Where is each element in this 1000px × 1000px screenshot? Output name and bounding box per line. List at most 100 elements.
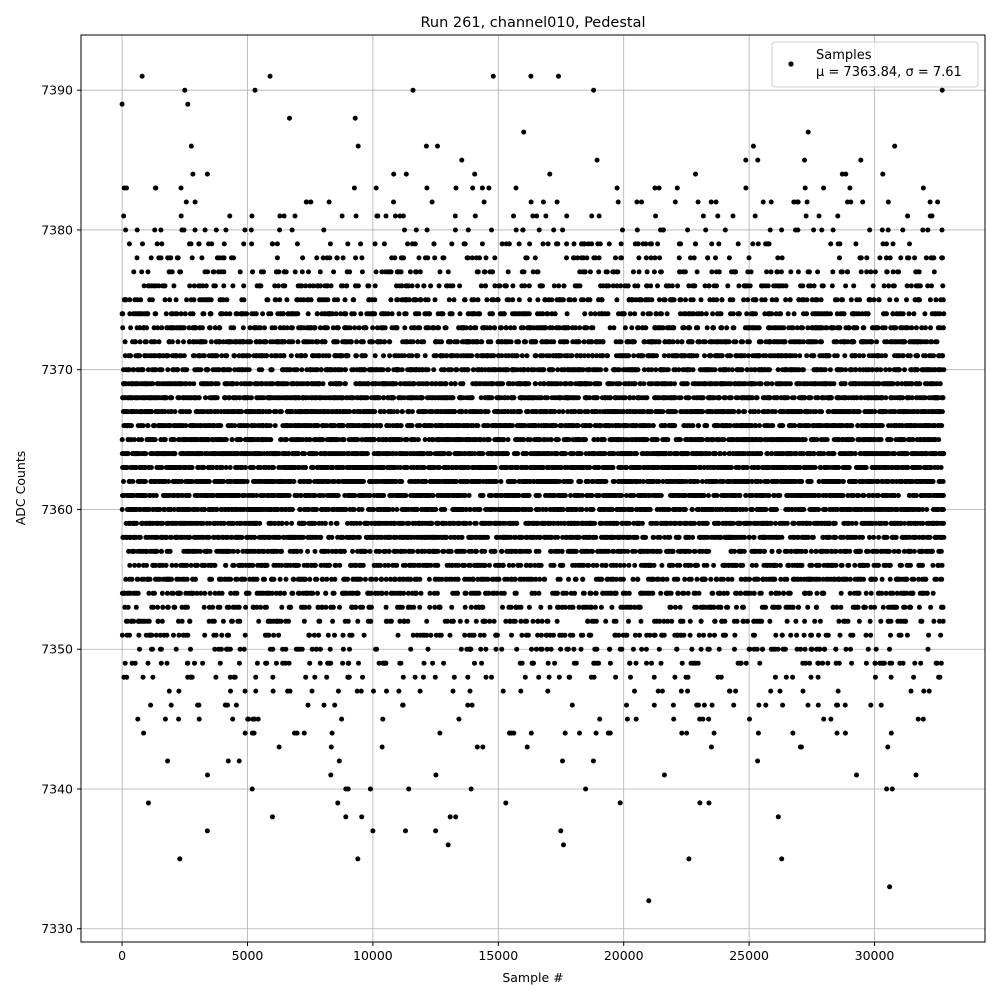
data-point [362, 353, 368, 359]
data-point [141, 283, 147, 289]
data-point [339, 213, 345, 219]
data-point [258, 283, 264, 289]
data-point [332, 702, 338, 708]
data-point [301, 534, 306, 540]
data-point [233, 702, 239, 708]
data-point [451, 297, 457, 303]
data-point [201, 604, 207, 610]
data-point [151, 325, 157, 331]
data-point [438, 632, 444, 638]
data-point [340, 646, 346, 652]
data-point [430, 493, 436, 498]
data-point [261, 269, 266, 275]
data-point [198, 367, 204, 373]
data-point [125, 451, 131, 457]
data-point [364, 451, 370, 457]
data-point [206, 534, 212, 540]
data-point [372, 241, 378, 247]
data-point [231, 255, 236, 261]
data-point [146, 618, 152, 624]
data-point [381, 493, 387, 498]
data-point [307, 660, 313, 666]
data-point [169, 409, 174, 415]
data-point [356, 534, 362, 540]
data-point [403, 311, 409, 317]
data-point [322, 339, 328, 345]
data-point [152, 590, 157, 596]
data-point [331, 269, 337, 275]
data-point [289, 520, 295, 526]
data-point [203, 395, 208, 401]
data-point [122, 660, 128, 666]
data-point [391, 171, 397, 177]
data-point [442, 507, 448, 512]
data-point [259, 367, 265, 373]
data-point [169, 339, 175, 345]
data-point [126, 367, 132, 373]
data-point [272, 325, 278, 331]
data-point [145, 367, 151, 373]
data-point [155, 325, 161, 331]
data-point [264, 660, 270, 666]
data-point [332, 576, 338, 582]
data-point [173, 297, 179, 303]
data-point [284, 520, 290, 526]
data-point [120, 325, 126, 331]
data-point [312, 325, 318, 331]
data-point [204, 171, 210, 177]
data-point [372, 297, 378, 303]
data-point [449, 604, 455, 610]
data-point [274, 255, 280, 261]
data-point [139, 437, 145, 443]
data-point [400, 213, 406, 219]
data-point [351, 185, 357, 191]
data-point [321, 702, 327, 708]
data-point [274, 241, 280, 247]
data-point [153, 185, 159, 191]
data-point [432, 297, 438, 303]
data-point [193, 576, 198, 582]
data-point [452, 213, 458, 219]
data-point [335, 325, 341, 331]
data-point [127, 632, 132, 638]
data-point [145, 269, 151, 275]
data-point [366, 283, 372, 289]
data-point [232, 674, 238, 680]
data-point [380, 716, 386, 722]
data-point [143, 493, 149, 498]
data-point [360, 674, 365, 680]
data-point [370, 339, 376, 345]
data-point [315, 423, 321, 429]
data-point [411, 604, 417, 610]
data-point [323, 590, 329, 596]
data-point [454, 367, 460, 373]
data-point [427, 311, 433, 317]
data-point [172, 604, 178, 610]
data-point [269, 814, 275, 820]
data-point [409, 409, 415, 415]
data-point [328, 772, 334, 778]
data-point [296, 562, 301, 568]
data-point [383, 660, 389, 666]
data-point [299, 269, 305, 275]
data-point [137, 534, 143, 540]
data-point [202, 227, 208, 233]
data-point [154, 241, 160, 247]
data-point [394, 325, 400, 331]
data-point [318, 283, 323, 289]
data-point [205, 772, 210, 778]
data-point [132, 562, 138, 568]
data-point [168, 255, 174, 261]
data-point [160, 604, 166, 610]
data-point [225, 758, 231, 764]
data-point [394, 507, 400, 512]
data-point [315, 590, 320, 596]
data-point [449, 241, 455, 247]
data-point [290, 590, 296, 596]
data-point [361, 632, 367, 638]
data-point [379, 576, 385, 582]
data-point [400, 702, 406, 708]
data-point [359, 814, 365, 820]
data-point [433, 772, 439, 778]
data-point [428, 283, 434, 289]
